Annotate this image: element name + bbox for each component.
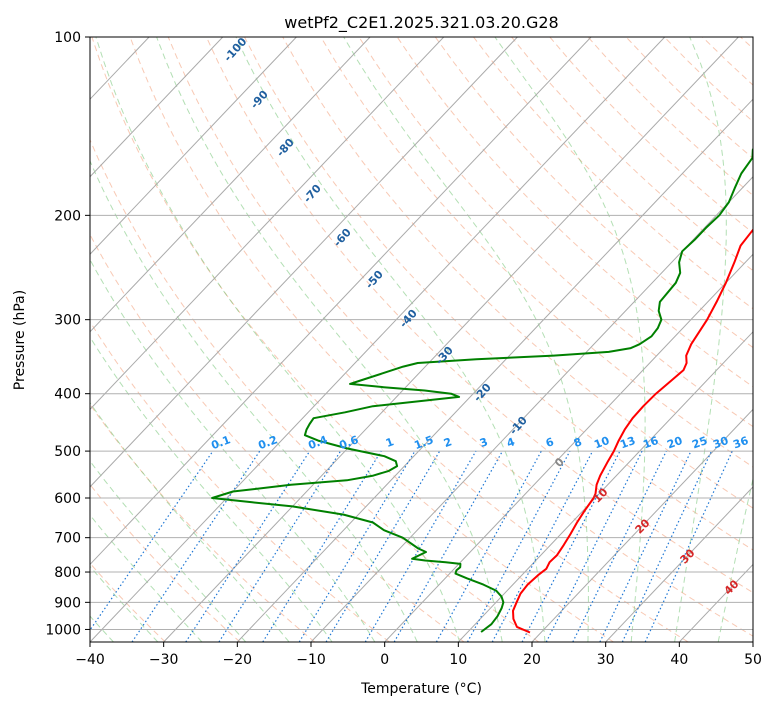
y-tick-label: 200: [54, 208, 81, 224]
moist-adiabat-line: [95, 37, 461, 642]
x-tick-label: −30: [149, 652, 179, 668]
profile-lines: [211, 147, 753, 634]
mixing-ratio-line: [90, 450, 214, 632]
x-tick-label: 10: [449, 652, 467, 668]
chart-title: wetPf2_C2E1.2025.321.03.20.G28: [284, 13, 558, 33]
y-tick-label: 700: [54, 531, 81, 547]
isotherm-line: [163, 37, 739, 642]
mixing-ratio-line: [364, 450, 477, 642]
mixing-ratio-label: 0.1: [209, 433, 232, 452]
isotherm-line: [605, 486, 753, 642]
moist-adiabat-line: [494, 37, 646, 642]
isotherm-line: [90, 37, 297, 256]
isotherm-line: [384, 253, 753, 642]
x-axis-label: Temperature (°C): [360, 681, 482, 697]
x-tick-label: −40: [75, 652, 105, 668]
isotherm-line: [531, 408, 753, 642]
mixing-ratio-label: 1: [384, 435, 396, 450]
mixing-ratio-line: [298, 450, 416, 642]
isotherm-line: [236, 98, 753, 642]
dry-adiabat-line: [473, 37, 753, 310]
x-tick-label: 40: [670, 652, 688, 668]
dry-adiabat-line: [167, 37, 753, 637]
mixing-ratio-label: 25: [690, 434, 709, 451]
isotherm-line: [90, 37, 445, 411]
mixing-ratio-label: 8: [572, 435, 584, 450]
mixing-ratio-label: 16: [641, 434, 660, 452]
mixing-ratio-line: [466, 450, 571, 642]
temperature-profile-line: [512, 228, 753, 634]
moist-adiabat-line: [90, 401, 290, 642]
x-tick-label: 0: [380, 652, 389, 668]
mixing-ratio-label: 36: [731, 434, 750, 452]
x-tick-label: 20: [523, 652, 541, 668]
dry-adiabat-line: [90, 138, 540, 642]
isotherm-line: [90, 37, 371, 333]
mixing-ratio-label: 2: [442, 435, 454, 450]
y-tick-label: 800: [54, 565, 81, 581]
mixing-ratio-label: 4: [505, 435, 517, 450]
axis-ticks: −40 −30 −20 −10 0 10 20 30 40 5010020030040050060…: [45, 30, 762, 668]
mixing-ratio-line: [262, 450, 382, 642]
mixing-ratio-line: [325, 450, 441, 642]
mixing-ratio-label: 0.2: [256, 433, 279, 452]
mixing-ratio-label: 1.5: [412, 433, 435, 452]
moist-adiabat-line: [90, 258, 376, 642]
mixing-ratio-label: 10: [592, 434, 611, 452]
dry-adiabat-line: [90, 483, 241, 642]
x-tick-label: −10: [296, 652, 326, 668]
y-tick-label: 600: [54, 491, 81, 507]
dry-adiabat-line: [90, 233, 465, 642]
moist-adiabat-line: [343, 37, 589, 642]
mixing-ratio-line: [393, 450, 504, 642]
moist-adiabat-line: [90, 336, 333, 642]
mixing-ratio-label: 3: [478, 435, 490, 450]
y-tick-label: 500: [54, 444, 81, 460]
mixing-ratio-label: 6: [544, 435, 556, 450]
y-tick-label: 100: [54, 30, 81, 46]
moist-adiabat-line: [235, 37, 546, 642]
mixing-ratio-line: [435, 450, 542, 642]
dry-adiabat-line: [282, 37, 753, 509]
dewpoint-profile-line: [211, 147, 753, 633]
y-tick-label: 1000: [45, 622, 81, 638]
mixing-ratio-line: [599, 450, 692, 642]
plot-frame: [89, 36, 754, 643]
mixing-ratio-label: 20: [665, 434, 684, 452]
x-tick-label: 50: [744, 652, 762, 668]
moist-adiabat-line: [674, 37, 727, 642]
dry-adiabat-line: [244, 37, 753, 551]
mixing-ratio-line: [572, 450, 667, 642]
isotherm-line: [90, 37, 592, 566]
moist-adiabat-line: [156, 37, 503, 642]
isotherm-line: [90, 37, 518, 488]
isotherm-line: [90, 37, 224, 178]
y-axis-label: Pressure (hPa): [12, 290, 28, 390]
mixing-ratio-line: [644, 450, 733, 642]
dry-adiabat-line: [90, 320, 390, 642]
mixing-ratio-label: 0.4: [306, 433, 329, 452]
mixing-ratio-line: [621, 450, 713, 642]
y-tick-label: 900: [54, 595, 81, 611]
x-tick-label: −20: [223, 652, 253, 668]
dry-adiabat-line: [91, 37, 614, 642]
isotherm-line: [457, 331, 753, 642]
moist-adiabat-line: [717, 476, 753, 642]
mixing-ratio-label: 13: [618, 434, 637, 451]
x-tick-label: 30: [597, 652, 615, 668]
mixing-ratio-label: 30: [711, 434, 730, 452]
isotherm-line: [90, 37, 666, 642]
y-tick-label: 300: [54, 313, 81, 329]
y-tick-label: 400: [54, 387, 81, 403]
mixing-ratio-label: 0.6: [337, 433, 360, 452]
background-lines: [90, 37, 753, 642]
